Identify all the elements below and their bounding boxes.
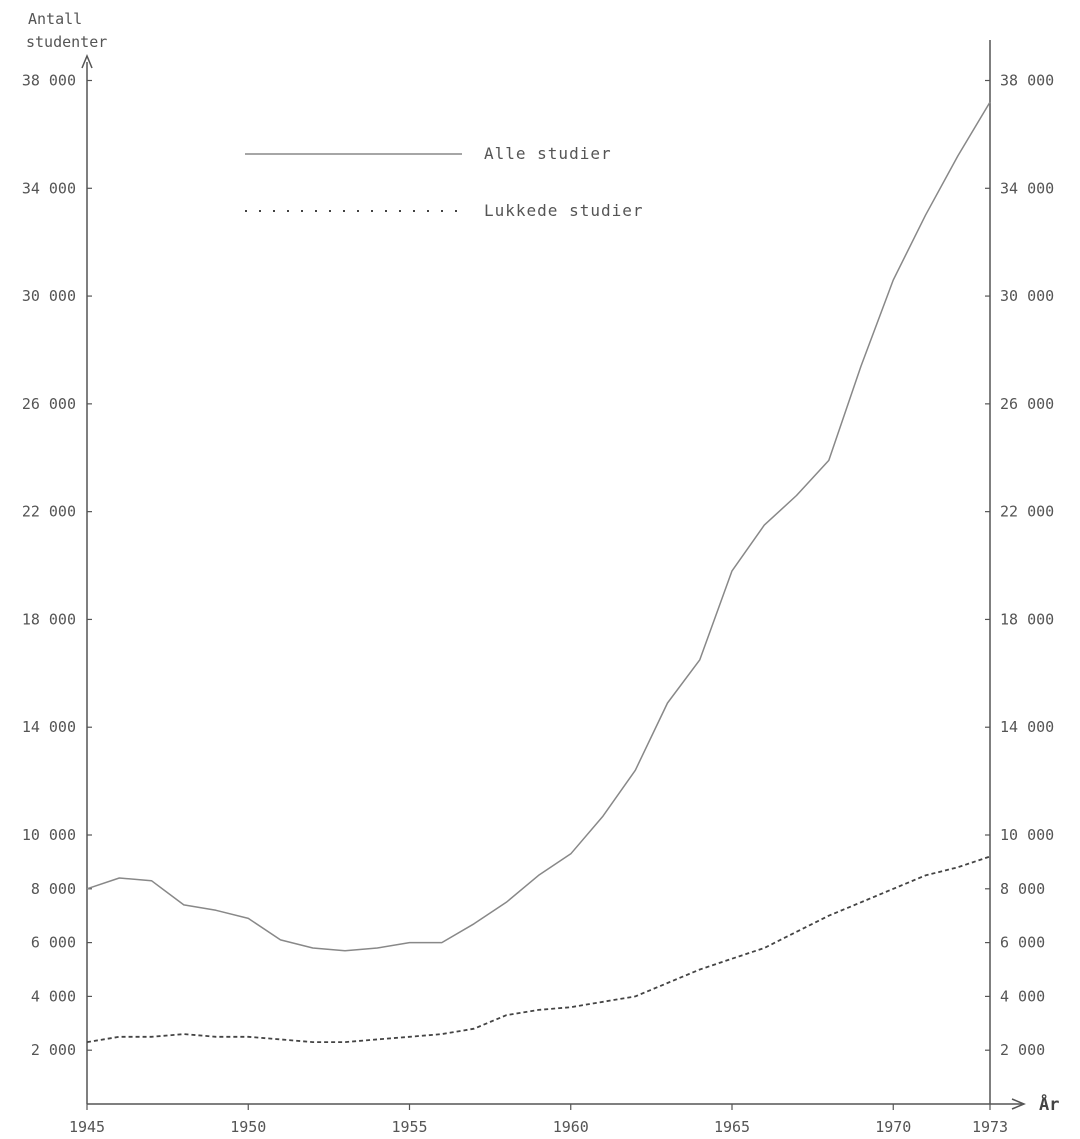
x-tick-label: 1965 (714, 1118, 750, 1136)
y-tick-label-right: 6 000 (1000, 934, 1045, 952)
y-tick-label-right: 22 000 (1000, 503, 1054, 521)
x-axis-title: År (1039, 1092, 1059, 1115)
y-tick-label-left: 4 000 (31, 987, 76, 1005)
y-tick-label-right: 30 000 (1000, 287, 1054, 305)
y-tick-label-right: 2 000 (1000, 1041, 1045, 1059)
y-axis-arrow (81, 54, 93, 69)
ticks: 2 000 2 000 4 000 4 000 6 000 6 000 8 000 8 000… (22, 72, 1054, 1136)
y-tick-label-left: 26 000 (22, 395, 76, 413)
axes (81, 40, 1026, 1110)
y-axis-title-line2: studenter (26, 33, 107, 51)
x-tick-label: 1973 (972, 1118, 1008, 1136)
series-line-lukkede-studier (86, 855, 991, 1043)
y-tick-label-left: 38 000 (22, 72, 76, 90)
y-tick-label-left: 2 000 (31, 1041, 76, 1059)
y-tick-label-left: 34 000 (22, 179, 76, 197)
y-tick-label-left: 10 000 (22, 826, 76, 844)
series-layer (86, 101, 991, 1043)
y-tick-label-right: 4 000 (1000, 987, 1045, 1005)
y-axis-title-line1: Antall (28, 10, 82, 28)
y-tick-label-left: 30 000 (22, 287, 76, 305)
y-tick-label-right: 26 000 (1000, 395, 1054, 413)
legend: Alle studier Lukkede studier (245, 144, 644, 220)
y-tick-label-right: 10 000 (1000, 826, 1054, 844)
y-tick-label-left: 14 000 (22, 718, 76, 736)
y-tick-label-right: 18 000 (1000, 610, 1054, 628)
x-tick-label: 1970 (875, 1118, 911, 1136)
y-tick-label-left: 18 000 (22, 610, 76, 628)
legend-label: Lukkede studier (484, 201, 644, 220)
y-tick-label-right: 38 000 (1000, 72, 1054, 90)
series-line-alle-studier (86, 101, 991, 952)
x-tick-label: 1955 (391, 1118, 427, 1136)
y-tick-label-left: 6 000 (31, 934, 76, 952)
x-tick-label: 1945 (69, 1118, 105, 1136)
y-tick-label-right: 14 000 (1000, 718, 1054, 736)
x-tick-label: 1960 (553, 1118, 589, 1136)
y-tick-label-right: 34 000 (1000, 179, 1054, 197)
x-axis-arrow (1011, 1098, 1026, 1110)
y-tick-label-right: 8 000 (1000, 880, 1045, 898)
y-tick-label-left: 8 000 (31, 880, 76, 898)
x-tick-label: 1950 (230, 1118, 266, 1136)
y-tick-label-left: 22 000 (22, 503, 76, 521)
legend-label: Alle studier (484, 144, 612, 163)
